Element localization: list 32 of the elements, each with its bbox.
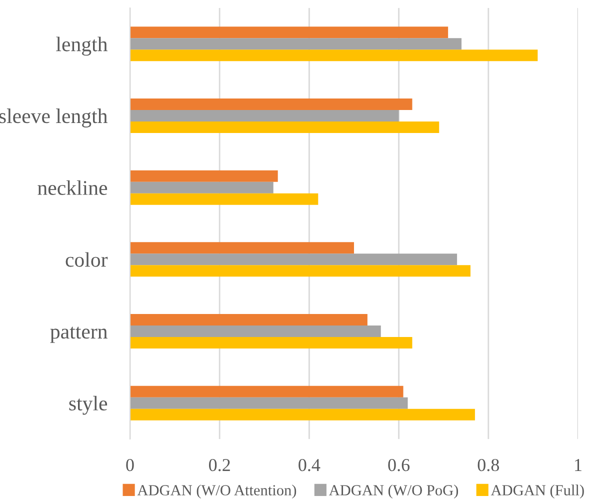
x-tick-label: 1 [575, 459, 582, 471]
y-tick-label: color [66, 252, 108, 267]
y-tick-label: pattern [50, 326, 108, 343]
bar [130, 193, 318, 205]
bar [130, 170, 278, 182]
bar [130, 50, 538, 62]
x-tick-label: 0 [126, 458, 134, 472]
bar [130, 121, 440, 133]
bar [130, 98, 412, 110]
bar [130, 242, 354, 254]
legend-label: ADGAN (W/O Attention) [137, 484, 296, 499]
bar [130, 336, 412, 348]
y-tick-label: length [56, 36, 108, 56]
x-tick-label: 0.6 [388, 458, 410, 472]
x-tick-label: 0.8 [478, 458, 499, 472]
legend-label: ADGAN (W/O PoG) [328, 484, 458, 499]
bar [130, 397, 408, 409]
bar [130, 254, 458, 266]
y-tick-label: style [69, 396, 108, 415]
bar [130, 314, 368, 326]
x-tick-label: 0.2 [209, 458, 230, 472]
bar [130, 408, 475, 420]
bar [130, 182, 274, 194]
bar [130, 26, 448, 38]
bar [130, 265, 470, 277]
bar [130, 326, 381, 337]
x-tick-label: 0.4 [298, 458, 320, 472]
bar [130, 110, 399, 122]
legend-label: ADGAN (Full) [490, 484, 584, 499]
y-tick-label: neckline [38, 180, 108, 196]
bar [130, 386, 404, 398]
bar [130, 38, 462, 50]
